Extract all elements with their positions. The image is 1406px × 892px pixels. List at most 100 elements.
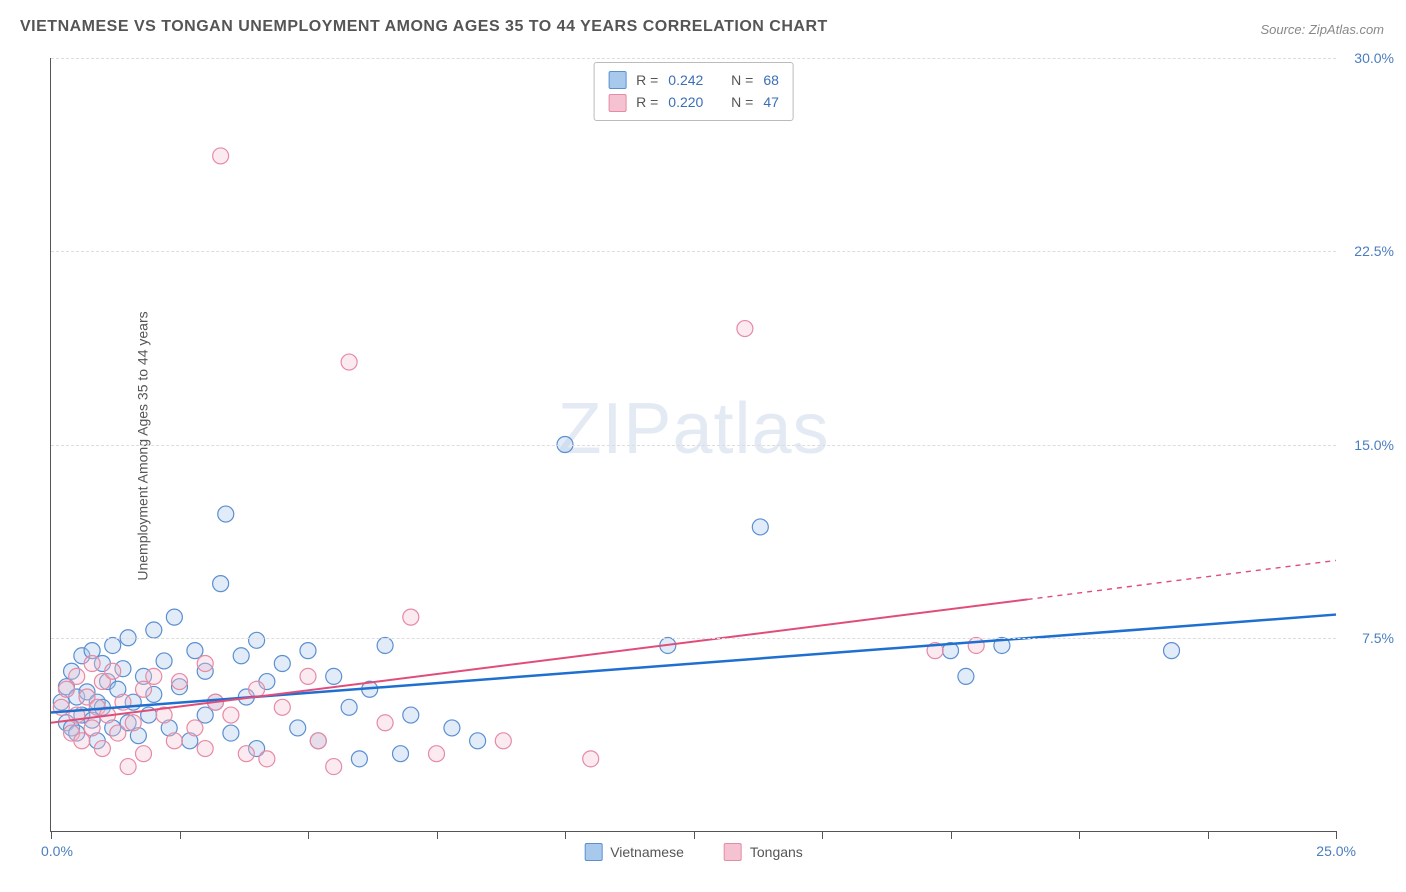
scatter-point xyxy=(146,668,162,684)
scatter-point xyxy=(84,720,100,736)
scatter-point xyxy=(238,746,254,762)
x-tick xyxy=(1079,831,1080,839)
chart-title: VIETNAMESE VS TONGAN UNEMPLOYMENT AMONG … xyxy=(20,18,828,36)
gridline xyxy=(51,638,1336,639)
scatter-point xyxy=(213,148,229,164)
scatter-point xyxy=(84,656,100,672)
scatter-point xyxy=(136,681,152,697)
scatter-point xyxy=(69,668,85,684)
scatter-point xyxy=(377,715,393,731)
scatter-point xyxy=(429,746,445,762)
scatter-point xyxy=(341,354,357,370)
swatch-vietnamese xyxy=(608,71,626,89)
scatter-point xyxy=(120,759,136,775)
n-label: N = xyxy=(731,69,753,91)
scatter-point xyxy=(341,699,357,715)
x-tick xyxy=(51,831,52,839)
y-tick-label: 15.0% xyxy=(1354,437,1394,453)
scatter-point xyxy=(403,609,419,625)
x-tick xyxy=(694,831,695,839)
x-tick xyxy=(437,831,438,839)
n-value-vietnamese: 68 xyxy=(763,69,779,91)
scatter-point xyxy=(444,720,460,736)
scatter-point xyxy=(495,733,511,749)
r-value-tongans: 0.220 xyxy=(668,91,703,113)
scatter-point xyxy=(403,707,419,723)
scatter-point xyxy=(351,751,367,767)
x-tick xyxy=(1208,831,1209,839)
scatter-point xyxy=(259,751,275,767)
swatch-tongans xyxy=(608,94,626,112)
source-label: Source: ZipAtlas.com xyxy=(1260,22,1384,37)
legend-stats: R = 0.242 N = 68 R = 0.220 N = 47 xyxy=(593,62,794,121)
scatter-point xyxy=(94,741,110,757)
scatter-point xyxy=(105,663,121,679)
y-tick-label: 30.0% xyxy=(1354,50,1394,66)
scatter-point xyxy=(290,720,306,736)
scatter-point xyxy=(310,733,326,749)
scatter-point xyxy=(197,707,213,723)
x-origin-label: 0.0% xyxy=(41,843,73,859)
scatter-point xyxy=(213,576,229,592)
legend-label-vietnamese: Vietnamese xyxy=(610,844,684,860)
scatter-point xyxy=(274,656,290,672)
scatter-point xyxy=(233,648,249,664)
scatter-point xyxy=(166,733,182,749)
scatter-point xyxy=(74,733,90,749)
scatter-point xyxy=(752,519,768,535)
legend-stats-row-tongans: R = 0.220 N = 47 xyxy=(608,91,779,113)
correlation-chart: VIETNAMESE VS TONGAN UNEMPLOYMENT AMONG … xyxy=(0,0,1406,892)
scatter-point xyxy=(156,653,172,669)
scatter-point xyxy=(172,674,188,690)
r-label: R = xyxy=(636,69,658,91)
scatter-point xyxy=(968,637,984,653)
scatter-point xyxy=(146,622,162,638)
scatter-point xyxy=(326,668,342,684)
scatter-point xyxy=(166,609,182,625)
scatter-point xyxy=(274,699,290,715)
scatter-point xyxy=(300,668,316,684)
scatter-point xyxy=(136,746,152,762)
scatter-point xyxy=(223,707,239,723)
scatter-point xyxy=(249,681,265,697)
legend-item-vietnamese: Vietnamese xyxy=(584,843,684,861)
scatter-point xyxy=(187,720,203,736)
y-tick-label: 22.5% xyxy=(1354,243,1394,259)
y-tick-label: 7.5% xyxy=(1362,630,1394,646)
scatter-point xyxy=(110,725,126,741)
trend-line-extension xyxy=(1028,560,1336,599)
x-tick xyxy=(1336,831,1337,839)
scatter-point xyxy=(300,643,316,659)
scatter-point xyxy=(58,681,74,697)
legend-series: Vietnamese Tongans xyxy=(584,843,803,861)
scatter-point xyxy=(1164,643,1180,659)
scatter-point xyxy=(218,506,234,522)
scatter-point xyxy=(326,759,342,775)
scatter-point xyxy=(125,715,141,731)
gridline xyxy=(51,58,1336,59)
r-label: R = xyxy=(636,91,658,113)
scatter-point xyxy=(393,746,409,762)
gridline xyxy=(51,251,1336,252)
scatter-point xyxy=(470,733,486,749)
x-max-label: 25.0% xyxy=(1316,843,1356,859)
scatter-point xyxy=(197,741,213,757)
x-tick xyxy=(180,831,181,839)
scatter-point xyxy=(223,725,239,741)
n-label: N = xyxy=(731,91,753,113)
scatter-point xyxy=(958,668,974,684)
scatter-point xyxy=(737,321,753,337)
gridline xyxy=(51,445,1336,446)
r-value-vietnamese: 0.242 xyxy=(668,69,703,91)
legend-stats-row-vietnamese: R = 0.242 N = 68 xyxy=(608,69,779,91)
scatter-point xyxy=(249,632,265,648)
swatch-vietnamese-bottom xyxy=(584,843,602,861)
scatter-point xyxy=(187,643,203,659)
scatter-point xyxy=(105,637,121,653)
plot-area: ZIPatlas R = 0.242 N = 68 R = 0.220 N = … xyxy=(50,58,1336,832)
scatter-point xyxy=(197,656,213,672)
n-value-tongans: 47 xyxy=(763,91,779,113)
x-tick xyxy=(565,831,566,839)
swatch-tongans-bottom xyxy=(724,843,742,861)
scatter-point xyxy=(583,751,599,767)
